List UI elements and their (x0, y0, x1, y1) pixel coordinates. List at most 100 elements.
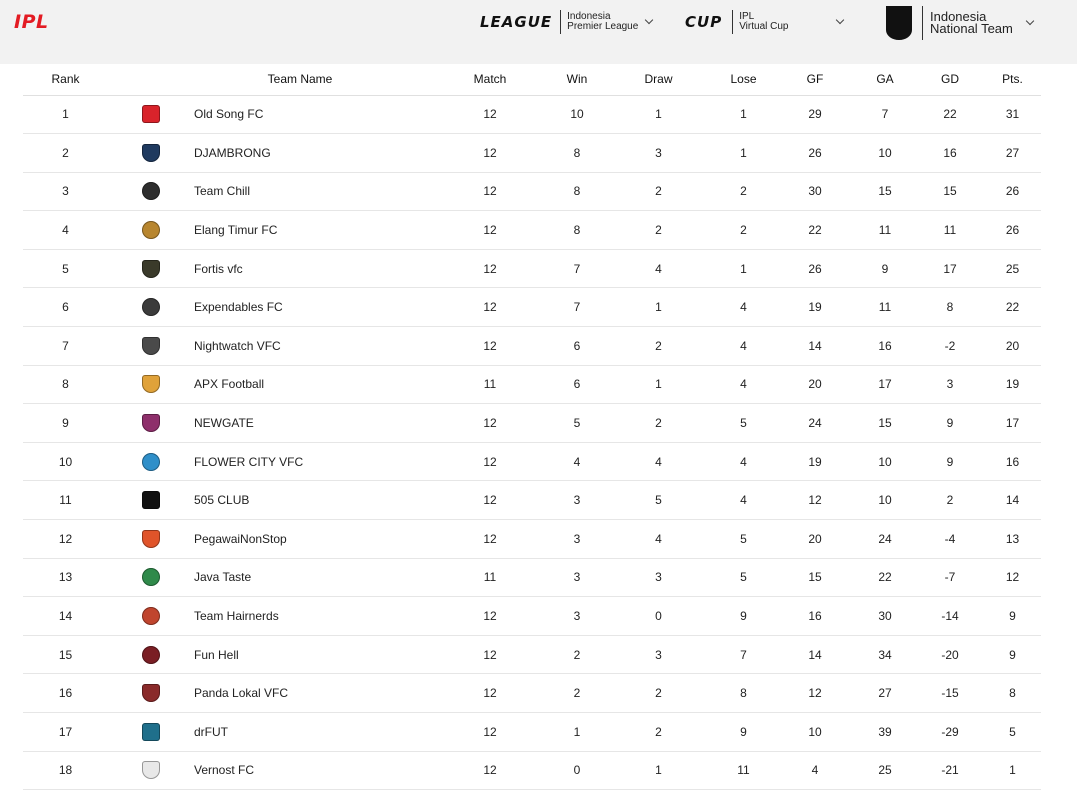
col-ga[interactable]: GA (854, 64, 916, 96)
gd-cell: 9 (916, 403, 984, 443)
col-match[interactable]: Match (432, 64, 548, 96)
lose-cell: 1 (711, 95, 776, 135)
table-row[interactable]: 5 Fortis vfc 12 7 4 1 26 9 17 25 (23, 249, 1041, 289)
team-crest-icon (142, 761, 160, 780)
table-row[interactable]: 2 DJAMBRONG 12 8 3 1 26 10 16 27 (23, 133, 1041, 173)
team-name-cell[interactable]: Elang Timur FC (194, 210, 432, 250)
table-row[interactable]: 15 Fun Hell 12 2 3 7 14 34 -20 9 (23, 635, 1041, 675)
cup-subtitle: IPL Virtual Cup (739, 10, 789, 32)
rank-cell: 12 (23, 519, 108, 559)
rank-cell: 2 (23, 133, 108, 173)
crest-cell (108, 673, 194, 713)
team-name-cell[interactable]: APX Football (194, 365, 432, 405)
gf-cell: 4 (776, 751, 854, 791)
team-name-cell[interactable]: Expendables FC (194, 287, 432, 328)
team-name-cell[interactable]: 505 CLUB (194, 480, 432, 521)
team-name-cell[interactable]: Team Chill (194, 172, 432, 212)
table-row[interactable]: 6 Expendables FC 12 7 1 4 19 11 8 22 (23, 287, 1041, 328)
win-cell: 3 (548, 596, 606, 636)
table-row[interactable]: 16 Panda Lokal VFC 12 2 2 8 12 27 -15 8 (23, 673, 1041, 713)
team-name-cell[interactable]: NEWGATE (194, 403, 432, 443)
draw-cell: 3 (606, 133, 711, 173)
rank-cell: 9 (23, 403, 108, 443)
table-row[interactable]: 10 FLOWER CITY VFC 12 4 4 4 19 10 9 16 (23, 442, 1041, 482)
col-draw[interactable]: Draw (606, 64, 711, 96)
rank-cell: 5 (23, 249, 108, 289)
match-cell: 12 (432, 635, 548, 675)
win-cell: 8 (548, 210, 606, 250)
table-row[interactable]: 8 APX Football 11 6 1 4 20 17 3 19 (23, 365, 1041, 405)
pts-cell: 16 (984, 442, 1041, 482)
match-cell: 12 (432, 712, 548, 752)
crest-cell (108, 558, 194, 598)
team-name-cell[interactable]: Java Taste (194, 558, 432, 598)
table-row[interactable]: 14 Team Hairnerds 12 3 0 9 16 30 -14 9 (23, 596, 1041, 636)
match-cell: 12 (432, 326, 548, 366)
team-name-cell[interactable]: drFUT (194, 712, 432, 752)
pts-cell: 22 (984, 287, 1041, 328)
nav-national-team[interactable]: Indonesia National Team (886, 4, 1035, 42)
table-row[interactable]: 1 Old Song FC 12 10 1 1 29 7 22 31 (23, 95, 1041, 135)
team-name-cell[interactable]: Panda Lokal VFC (194, 673, 432, 713)
pts-cell: 26 (984, 210, 1041, 250)
rank-cell: 1 (23, 95, 108, 135)
table-row[interactable]: 9 NEWGATE 12 5 2 5 24 15 9 17 (23, 403, 1041, 443)
gd-cell: -29 (916, 712, 984, 752)
draw-cell: 3 (606, 635, 711, 675)
draw-cell: 4 (606, 442, 711, 482)
match-cell: 12 (432, 287, 548, 328)
draw-cell: 1 (606, 95, 711, 135)
col-gf[interactable]: GF (776, 64, 854, 96)
win-cell: 10 (548, 95, 606, 135)
col-gd[interactable]: GD (916, 64, 984, 96)
ga-cell: 9 (854, 249, 916, 289)
table-row[interactable]: 11 505 CLUB 12 3 5 4 12 10 2 14 (23, 480, 1041, 521)
table-row[interactable]: 17 drFUT 12 1 2 9 10 39 -29 5 (23, 712, 1041, 752)
gf-cell: 24 (776, 403, 854, 443)
gd-cell: -21 (916, 751, 984, 791)
team-name-cell[interactable]: FLOWER CITY VFC (194, 442, 432, 482)
ipl-logo[interactable]: IPL (14, 11, 49, 33)
team-name-cell[interactable]: Fortis vfc (194, 249, 432, 289)
team-name-cell[interactable]: Vernost FC (194, 751, 432, 791)
win-cell: 5 (548, 403, 606, 443)
team-name-cell[interactable]: Old Song FC (194, 95, 432, 135)
gf-cell: 12 (776, 673, 854, 713)
table-row[interactable]: 7 Nightwatch VFC 12 6 2 4 14 16 -2 20 (23, 326, 1041, 366)
table-row[interactable]: 3 Team Chill 12 8 2 2 30 15 15 26 (23, 172, 1041, 212)
col-team-name[interactable]: Team Name (108, 64, 432, 96)
pts-cell: 31 (984, 95, 1041, 135)
draw-cell: 1 (606, 365, 711, 405)
nav-cup[interactable]: CUP IPL Virtual Cup (685, 0, 845, 44)
crest-cell (108, 95, 194, 135)
gd-cell: -7 (916, 558, 984, 598)
col-lose[interactable]: Lose (711, 64, 776, 96)
team-crest-icon (142, 684, 160, 703)
gd-cell: 16 (916, 133, 984, 173)
rank-cell: 11 (23, 480, 108, 521)
ga-cell: 10 (854, 133, 916, 173)
col-win[interactable]: Win (548, 64, 606, 96)
match-cell: 12 (432, 480, 548, 521)
team-name-cell[interactable]: PegawaiNonStop (194, 519, 432, 559)
col-pts[interactable]: Pts. (984, 64, 1041, 96)
table-row[interactable]: 4 Elang Timur FC 12 8 2 2 22 11 11 26 (23, 210, 1041, 250)
gd-cell: 11 (916, 210, 984, 250)
gd-cell: -20 (916, 635, 984, 675)
team-name-cell[interactable]: DJAMBRONG (194, 133, 432, 173)
table-row[interactable]: 12 PegawaiNonStop 12 3 4 5 20 24 -4 13 (23, 519, 1041, 559)
rank-cell: 16 (23, 673, 108, 713)
team-name-cell[interactable]: Team Hairnerds (194, 596, 432, 636)
lose-cell: 4 (711, 442, 776, 482)
team-name-cell[interactable]: Fun Hell (194, 635, 432, 675)
pts-cell: 9 (984, 596, 1041, 636)
lose-cell: 4 (711, 326, 776, 366)
ga-cell: 24 (854, 519, 916, 559)
table-row[interactable]: 13 Java Taste 11 3 3 5 15 22 -7 12 (23, 558, 1041, 598)
team-name-cell[interactable]: Nightwatch VFC (194, 326, 432, 366)
col-rank[interactable]: Rank (23, 64, 108, 96)
table-row[interactable]: 18 Vernost FC 12 0 1 11 4 25 -21 1 (23, 751, 1041, 791)
rank-cell: 18 (23, 751, 108, 791)
draw-cell: 2 (606, 712, 711, 752)
nav-league[interactable]: LEAGUE Indonesia Premier League (480, 0, 654, 44)
